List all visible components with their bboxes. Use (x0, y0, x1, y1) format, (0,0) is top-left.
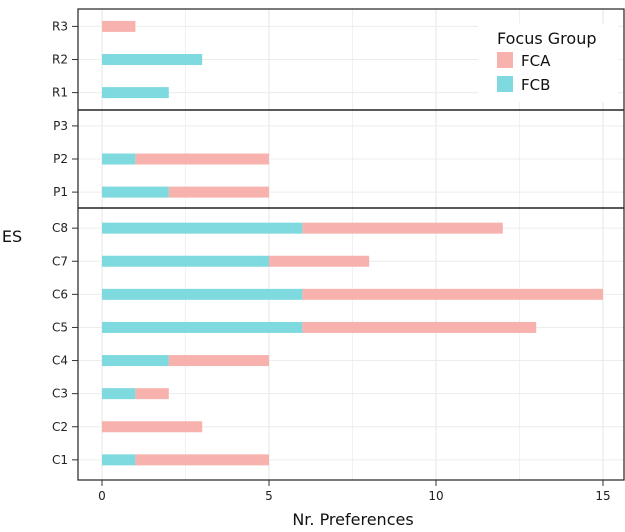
bar-fca-c8 (302, 222, 503, 234)
bar-fcb-c4 (102, 355, 169, 367)
y-tick-label-c7: C7 (52, 254, 68, 268)
y-tick-label-p2: P2 (53, 152, 68, 166)
bar-fca-c1 (135, 454, 269, 466)
legend-swatch-fca (497, 52, 513, 68)
x-axis-title: Nr. Preferences (292, 510, 413, 529)
y-tick-label-c8: C8 (52, 221, 68, 235)
y-tick-label-c6: C6 (52, 287, 68, 301)
bars (102, 20, 603, 466)
bar-fcb-c5 (102, 321, 303, 333)
y-tick-label-r1: R1 (52, 86, 68, 100)
y-tick-label-p3: P3 (53, 119, 68, 133)
plot-frame (77, 8, 625, 481)
bar-fca-c4 (168, 355, 269, 367)
bar-fcb-c7 (102, 255, 269, 267)
y-tick-labels: R1 R2 R3 P1 P2 P3 C1 C2 C3 C4 C5 C6 C7 C8 (52, 19, 78, 467)
bar-fcb-p1 (102, 186, 169, 198)
x-tick-label-15: 15 (595, 489, 610, 503)
bar-fcb-r2 (102, 54, 203, 65)
y-tick-label-p1: P1 (53, 185, 68, 199)
bar-fca-c7 (269, 255, 370, 267)
x-tick-label-5: 5 (265, 489, 273, 503)
y-tick-label-c3: C3 (52, 387, 68, 401)
bar-fcb-c8 (102, 222, 303, 234)
y-tick-label-r2: R2 (52, 53, 68, 67)
bar-fcb-p2 (102, 153, 136, 165)
bar-fcb-c3 (102, 388, 136, 400)
legend-title: Focus Group (497, 29, 597, 48)
y-tick-label-c5: C5 (52, 320, 68, 334)
y-tick-label-c4: C4 (52, 354, 68, 368)
legend-label-fcb: FCB (521, 76, 550, 94)
bar-fca-c5 (302, 321, 537, 333)
bar-fcb-c1 (102, 454, 136, 466)
y-tick-label-c1: C1 (52, 453, 68, 467)
x-tick-labels: 0 5 10 15 (98, 480, 611, 503)
bar-fca-p2 (135, 153, 269, 165)
bar-fca-c6 (302, 288, 603, 300)
x-tick-label-10: 10 (428, 489, 443, 503)
legend-swatch-fcb (497, 76, 513, 92)
y-tick-label-r3: R3 (52, 19, 68, 33)
bar-fca-c3 (135, 388, 169, 400)
y-axis-title: ES (2, 227, 22, 246)
y-tick-label-c2: C2 (52, 420, 68, 434)
x-tick-label-0: 0 (98, 489, 106, 503)
legend-label-fca: FCA (521, 52, 551, 70)
bar-fcb-r1 (102, 87, 169, 99)
panel-frames (77, 8, 625, 481)
bar-fca-r3 (102, 20, 136, 32)
bar-fca-p1 (168, 186, 269, 198)
bar-fca-c2 (102, 421, 203, 433)
legend: Focus Group FCA FCB (478, 24, 618, 102)
bar-fcb-c6 (102, 288, 303, 300)
